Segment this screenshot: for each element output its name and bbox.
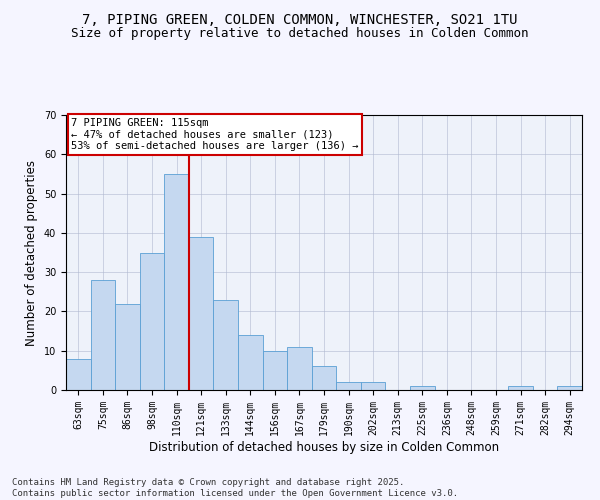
Bar: [164, 174, 189, 390]
Bar: [508, 386, 533, 390]
Text: 7 PIPING GREEN: 115sqm
← 47% of detached houses are smaller (123)
53% of semi-de: 7 PIPING GREEN: 115sqm ← 47% of detached…: [71, 118, 359, 151]
Bar: [214, 300, 238, 390]
Bar: [115, 304, 140, 390]
Y-axis label: Number of detached properties: Number of detached properties: [25, 160, 38, 346]
X-axis label: Distribution of detached houses by size in Colden Common: Distribution of detached houses by size …: [149, 440, 499, 454]
Bar: [287, 347, 312, 390]
Bar: [557, 386, 582, 390]
Bar: [189, 237, 214, 390]
Bar: [263, 350, 287, 390]
Bar: [91, 280, 115, 390]
Bar: [361, 382, 385, 390]
Text: Size of property relative to detached houses in Colden Common: Size of property relative to detached ho…: [71, 28, 529, 40]
Text: Contains HM Land Registry data © Crown copyright and database right 2025.
Contai: Contains HM Land Registry data © Crown c…: [12, 478, 458, 498]
Bar: [312, 366, 336, 390]
Bar: [238, 335, 263, 390]
Bar: [336, 382, 361, 390]
Text: 7, PIPING GREEN, COLDEN COMMON, WINCHESTER, SO21 1TU: 7, PIPING GREEN, COLDEN COMMON, WINCHEST…: [82, 12, 518, 26]
Bar: [140, 252, 164, 390]
Bar: [66, 358, 91, 390]
Bar: [410, 386, 434, 390]
